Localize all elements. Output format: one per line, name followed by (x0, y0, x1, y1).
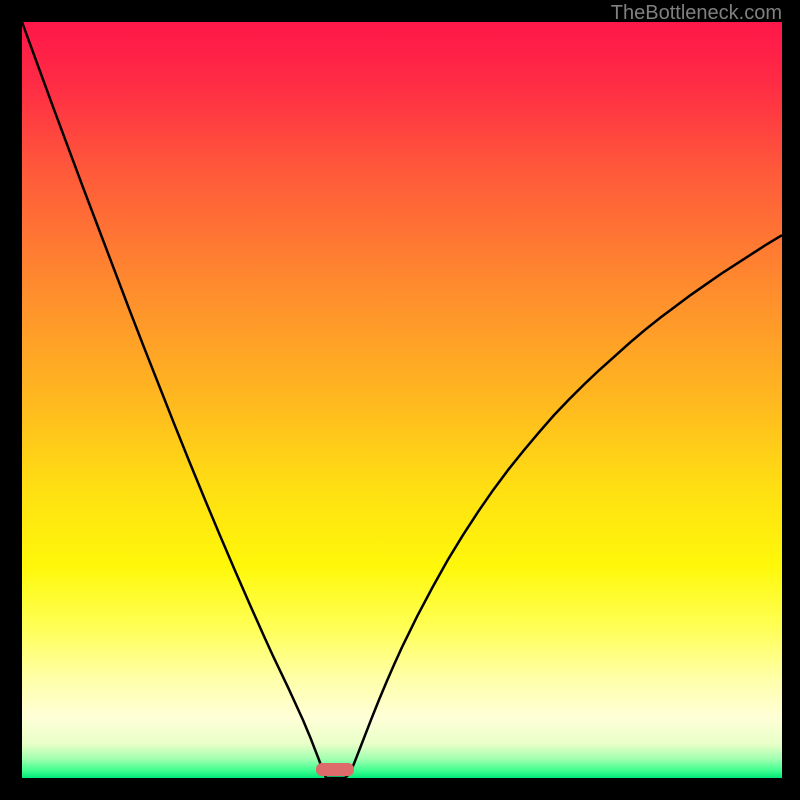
watermark-text: TheBottleneck.com (611, 2, 782, 25)
chart-container: TheBottleneck.com (0, 0, 800, 800)
optimal-marker (316, 763, 354, 776)
plot-area (22, 22, 782, 778)
bottleneck-curve (22, 22, 782, 778)
